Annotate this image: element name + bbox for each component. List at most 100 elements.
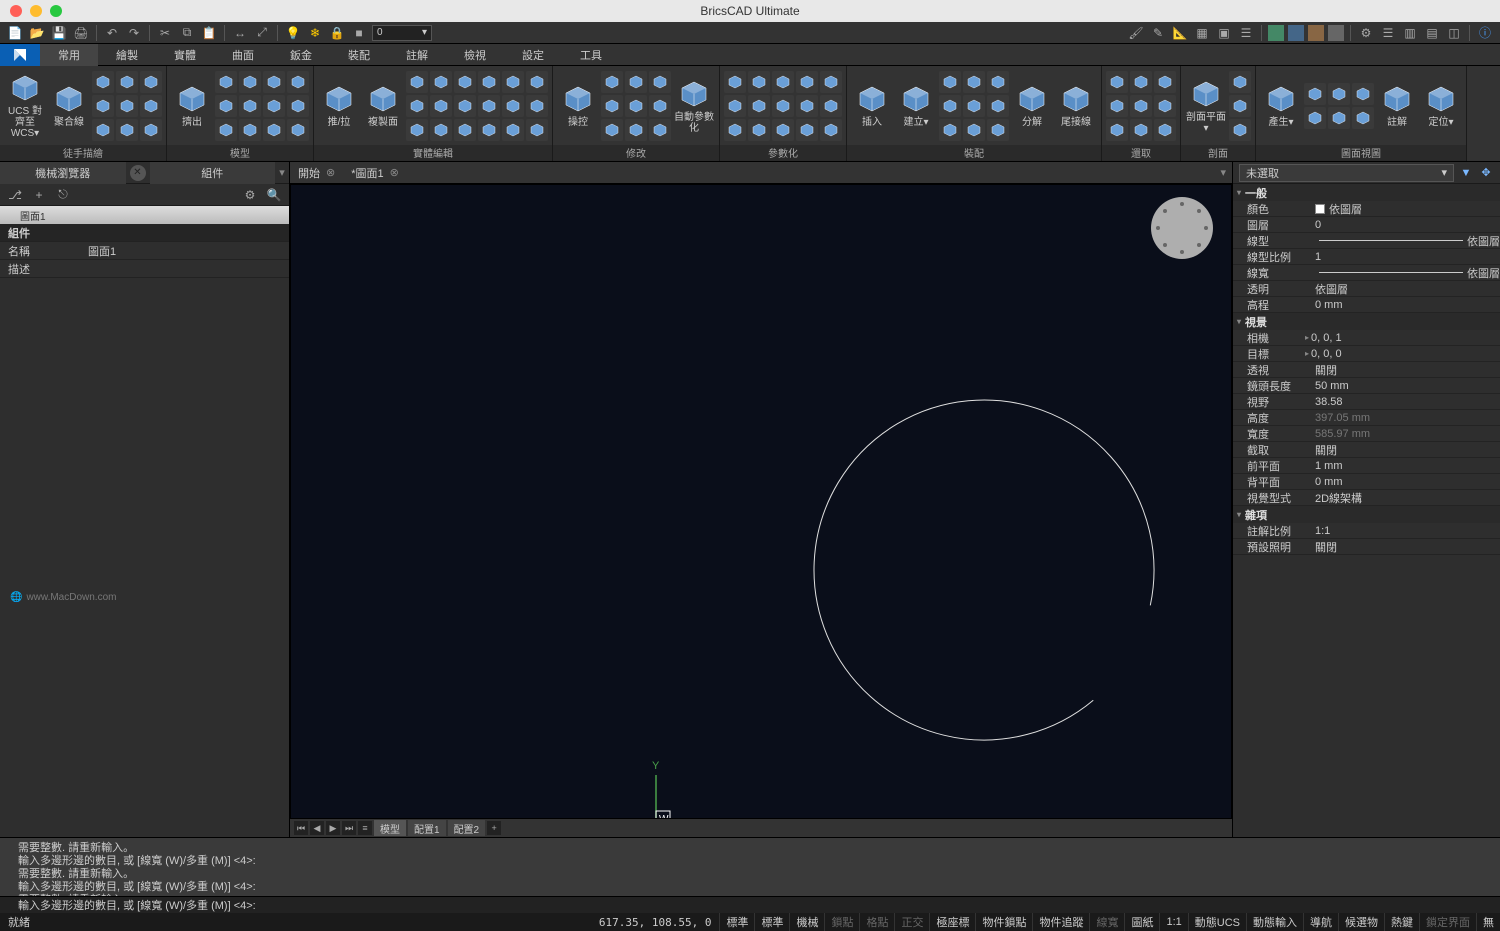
ribbon-bigbtn-0-0[interactable]: UCS 對齊至WCS▾ [4,70,46,142]
ribbon-bigbtn-5-0[interactable]: 插入 [851,70,893,142]
ribbon-tab-4[interactable]: 鈑金 [272,44,330,66]
status-toggle-18[interactable]: 無 [1476,913,1500,931]
status-toggle-9[interactable]: 線寬 [1089,913,1124,931]
ribbon-tab-7[interactable]: 檢視 [446,44,504,66]
ribbon-smallbtn-8-3[interactable] [1304,107,1326,129]
status-toggle-10[interactable]: 圖紙 [1124,913,1159,931]
ribbon-smallbtn-4-14[interactable] [820,119,842,141]
bulb-icon[interactable]: 💡 [284,24,302,42]
ribbon-smallbtn-3-1[interactable] [625,71,647,93]
ribbon-smallbtn-1-10[interactable] [263,119,285,141]
ribbon-smallbtn-1-1[interactable] [239,71,261,93]
measure-icon[interactable]: 📐 [1171,24,1189,42]
prop-row[interactable]: 線型依圖層 [1233,233,1500,249]
ribbon-smallbtn-1-8[interactable] [215,119,237,141]
prop-row[interactable]: 視野38.58 [1233,394,1500,410]
ribbon-smallbtn-2-1[interactable] [430,71,452,93]
ribbon-smallbtn-3-0[interactable] [601,71,623,93]
ribbon-smallbtn-6-6[interactable] [1106,119,1128,141]
panel4-icon[interactable] [1328,25,1344,41]
status-toggle-1[interactable]: 標準 [754,913,789,931]
ribbon-smallbtn-6-7[interactable] [1130,119,1152,141]
ribbon-smallbtn-0-5[interactable] [140,95,162,117]
ribbon-smallbtn-3-2[interactable] [649,71,671,93]
layout-tab-2[interactable]: 配置2 [448,820,486,836]
ribbon-smallbtn-4-6[interactable] [748,95,770,117]
viewcube[interactable] [1151,197,1213,259]
color-swatch-icon[interactable]: ■ [350,24,368,42]
ribbon-bigbtn-0-1[interactable]: 聚合線 [48,70,90,142]
prop-row[interactable]: 截取關閉 [1233,442,1500,458]
ribbon-smallbtn-3-6[interactable] [601,119,623,141]
pick-icon[interactable]: ✥ [1478,165,1494,181]
ribbon-smallbtn-2-14[interactable] [454,119,476,141]
ribbon-smallbtn-2-7[interactable] [430,95,452,117]
redo-icon[interactable]: ↷ [125,24,143,42]
lock-icon[interactable]: 🔒 [328,24,346,42]
command-input[interactable]: 輸入多邊形邊的數目, 或 [線寬 (W)/多重 (M)] <4>: [0,896,1500,913]
ribbon-smallbtn-1-11[interactable] [287,119,309,141]
prop-row[interactable]: 線型比例1 [1233,249,1500,265]
help-icon[interactable]: ⓘ [1476,24,1494,42]
ribbon-smallbtn-4-7[interactable] [772,95,794,117]
ribbon-smallbtn-0-2[interactable] [140,71,162,93]
status-toggle-6[interactable]: 極座標 [929,913,975,931]
ribbon-smallbtn-2-6[interactable] [406,95,428,117]
save-icon[interactable]: 💾 [50,24,68,42]
structure-icon[interactable]: ☰ [1237,24,1255,42]
ribbon-smallbtn-8-5[interactable] [1352,107,1374,129]
ribbon-tab-6[interactable]: 註解 [388,44,446,66]
document-tab-0[interactable]: 開始⊗ [290,163,343,183]
gear-icon[interactable]: ⚙ [241,186,259,204]
ribbon-smallbtn-5-0[interactable] [939,71,961,93]
ribbon-tab-2[interactable]: 實體 [156,44,214,66]
status-toggle-3[interactable]: 鎖點 [824,913,859,931]
status-toggle-11[interactable]: 1:1 [1159,913,1187,931]
link-icon[interactable]: ⎋ [54,186,72,204]
ribbon-smallbtn-5-6[interactable] [939,119,961,141]
ribbon-smallbtn-4-8[interactable] [796,95,818,117]
ribbon-smallbtn-4-9[interactable] [820,95,842,117]
panel3-icon[interactable] [1308,25,1324,41]
cut-icon[interactable]: ✂ [156,24,174,42]
ribbon-smallbtn-2-2[interactable] [454,71,476,93]
prop-row[interactable]: 高程0 mm [1233,297,1500,313]
close-tab-icon[interactable]: ⊗ [390,166,399,179]
ribbon-tab-0[interactable]: 常用 [40,44,98,66]
prop-row[interactable]: 視覺型式2D線架構 [1233,490,1500,506]
status-toggle-7[interactable]: 物件鎖點 [975,913,1032,931]
ribbon-smallbtn-2-12[interactable] [406,119,428,141]
app-menu-button[interactable] [0,44,40,66]
ribbon-bigbtn2-8-1[interactable]: 定位▾ [1420,70,1462,142]
ribbon-bigbtn2-8-0[interactable]: 註解 [1376,70,1418,142]
ribbon-smallbtn-4-12[interactable] [772,119,794,141]
ribbon-smallbtn-4-4[interactable] [820,71,842,93]
layout-tab-1[interactable]: 配置1 [408,820,446,836]
ribbon-smallbtn-8-2[interactable] [1352,83,1374,105]
ribbon-smallbtn-6-4[interactable] [1130,95,1152,117]
ribbon-bigbtn2-3-0[interactable]: 自動參數化 [673,70,715,142]
ribbon-smallbtn-3-7[interactable] [625,119,647,141]
next-icon[interactable]: ▶ [326,821,340,835]
ribbon-smallbtn-7-0[interactable] [1229,71,1251,93]
ribbon-smallbtn-2-0[interactable] [406,71,428,93]
tool5-icon[interactable]: ◫ [1445,24,1463,42]
ribbon-smallbtn-4-3[interactable] [796,71,818,93]
ribbon-bigbtn-2-1[interactable]: 複製面 [362,70,404,142]
list-icon[interactable]: ≡ [358,821,372,835]
ribbon-smallbtn-0-3[interactable] [92,95,114,117]
status-toggle-16[interactable]: 熱鍵 [1384,913,1419,931]
ribbon-smallbtn-5-8[interactable] [987,119,1009,141]
ribbon-smallbtn-5-3[interactable] [939,95,961,117]
prop-row[interactable]: 註解比例1:1 [1233,523,1500,539]
ribbon-smallbtn-2-17[interactable] [526,119,548,141]
tree-icon[interactable]: ⎇ [6,186,24,204]
ribbon-smallbtn-4-2[interactable] [772,71,794,93]
status-toggle-15[interactable]: 候選物 [1338,913,1384,931]
ribbon-smallbtn-6-5[interactable] [1154,95,1176,117]
tool1-icon[interactable]: ⚙ [1357,24,1375,42]
ribbon-smallbtn-5-7[interactable] [963,119,985,141]
ribbon-smallbtn-0-8[interactable] [140,119,162,141]
ribbon-bigbtn-1-0[interactable]: 擠出 [171,70,213,142]
tabs-overflow-icon[interactable]: ▾ [1214,166,1232,179]
